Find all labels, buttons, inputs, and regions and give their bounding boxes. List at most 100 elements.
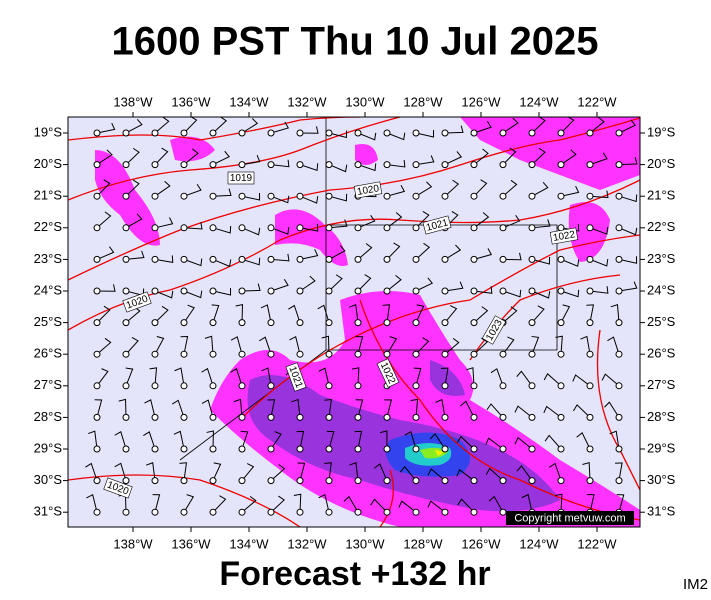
station	[296, 508, 304, 516]
lon-label: 134°W	[229, 94, 269, 109]
wind-barb	[270, 121, 290, 134]
station	[209, 382, 217, 390]
station	[383, 477, 391, 485]
station	[325, 477, 333, 485]
wind-barb	[183, 221, 203, 230]
wind-barb	[96, 149, 113, 166]
lat-label: 26°S	[34, 346, 63, 361]
wind-barb	[604, 401, 620, 418]
precipitation	[95, 117, 640, 527]
station	[209, 287, 217, 295]
station	[122, 224, 130, 232]
wind-barb	[299, 163, 319, 171]
wind-barb	[154, 117, 170, 134]
station	[238, 350, 246, 358]
station	[209, 477, 217, 485]
station	[499, 224, 507, 232]
wind-barb	[118, 398, 127, 418]
wind-barb	[473, 286, 493, 294]
wind-barb	[324, 462, 332, 481]
wind-barb	[125, 337, 139, 355]
wind-barb	[572, 374, 591, 387]
wind-barb	[171, 399, 185, 418]
station	[557, 350, 565, 358]
station	[528, 445, 536, 453]
station	[267, 508, 275, 516]
wind-barb	[618, 281, 638, 292]
station	[441, 413, 449, 421]
station	[586, 413, 594, 421]
wind-barb	[348, 304, 359, 323]
wind-barb	[386, 274, 402, 292]
station	[441, 287, 449, 295]
wind-barb	[270, 227, 290, 235]
wind-barb	[328, 130, 348, 139]
wind-barb	[444, 179, 460, 197]
wind-barb	[296, 430, 305, 450]
station	[499, 445, 507, 453]
station	[325, 129, 333, 137]
isobar-label-box	[376, 358, 400, 388]
wind-barb	[601, 373, 620, 387]
wind-barb	[145, 462, 156, 481]
station	[267, 319, 275, 327]
lat-label: 28°S	[647, 409, 676, 424]
wind-barb	[183, 290, 203, 299]
wind-barb	[125, 213, 143, 229]
wind-barb	[444, 305, 458, 323]
wind-barb	[258, 336, 272, 355]
wind-barb	[543, 373, 562, 387]
wind-barb	[586, 304, 595, 323]
wind-barb	[85, 462, 98, 481]
wind-barb	[531, 219, 551, 229]
isobar-label-box	[227, 171, 255, 185]
wind-barb	[386, 212, 403, 229]
station	[267, 382, 275, 390]
wind-barb	[183, 148, 199, 165]
wind-barb	[610, 303, 620, 323]
station	[499, 413, 507, 421]
wind-barb	[289, 335, 301, 355]
station	[180, 255, 188, 263]
wind-barb	[466, 367, 475, 386]
wind-barb	[212, 258, 232, 268]
station	[412, 445, 420, 453]
wind-barb	[404, 431, 417, 450]
station	[383, 508, 391, 516]
wind-barb	[473, 306, 489, 323]
wind-barb	[386, 159, 406, 168]
wind-barb	[531, 147, 546, 165]
station	[267, 445, 275, 453]
station	[238, 508, 246, 516]
wind-barb	[514, 436, 533, 450]
wind-barb	[270, 195, 290, 204]
wind-barb	[560, 117, 575, 134]
wind-barb	[435, 398, 446, 418]
station	[615, 161, 623, 169]
wind-barb	[212, 495, 227, 513]
station	[412, 161, 420, 169]
wind-barb	[444, 281, 464, 292]
wind-barb	[291, 398, 301, 418]
station	[296, 477, 304, 485]
wind-barb	[241, 227, 261, 236]
station	[151, 477, 159, 485]
lat-label: 24°S	[647, 282, 676, 297]
wind-barb	[354, 430, 363, 450]
station	[180, 445, 188, 453]
wind-barb	[328, 245, 346, 260]
wind-barb	[179, 462, 188, 481]
lat-label: 29°S	[34, 440, 63, 455]
lat-label: 28°S	[34, 409, 63, 424]
wind-barb	[410, 398, 419, 418]
wind-barb	[415, 155, 435, 166]
wind-barb	[241, 283, 261, 292]
wind-barb	[618, 157, 638, 166]
wind-barb	[88, 430, 98, 450]
lat-label: 27°S	[647, 377, 676, 392]
station	[586, 129, 594, 137]
wind-barb	[473, 120, 492, 134]
station	[354, 161, 362, 169]
wind-barb	[230, 367, 243, 386]
wind-barb	[382, 304, 391, 323]
